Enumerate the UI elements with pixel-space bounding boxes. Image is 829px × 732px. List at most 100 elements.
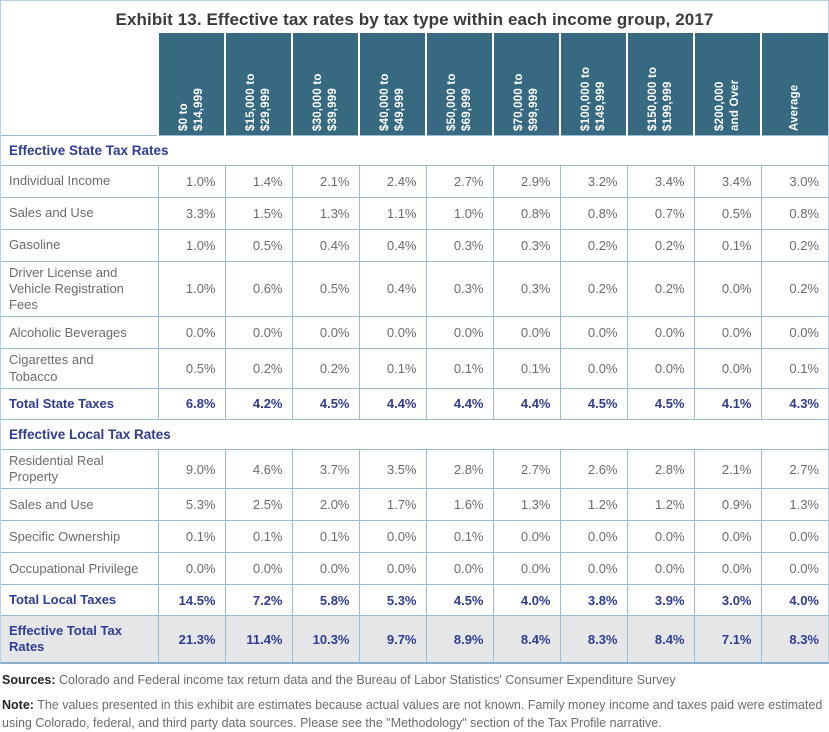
income-group-column-header: Average: [760, 33, 828, 135]
rate-cell: 0.0%: [492, 552, 561, 586]
rate-cell: 0.0%: [626, 520, 695, 554]
grand-total-cell: 9.7%: [358, 615, 427, 662]
total-rate-cell: 4.5%: [425, 584, 494, 617]
rate-cell: 0.0%: [157, 552, 226, 586]
grand-total-cell: 8.3%: [559, 615, 628, 662]
column-header-label: $0 to $14,999: [177, 87, 205, 131]
income-group-column-header: $100,000 to $149,999: [559, 33, 627, 135]
rate-cell: 2.7%: [492, 448, 561, 490]
table-row: Individual Income 1.0% 1.4% 2.1% 2.4% 2.7% 2.9…: [1, 164, 828, 198]
methodology-note: Note: The values presented in this exhib…: [2, 697, 825, 732]
total-rate-cell: 4.0%: [492, 584, 561, 617]
grand-total-cell: 7.1%: [693, 615, 762, 662]
table-corner: [1, 33, 158, 135]
rate-cell: 0.1%: [157, 520, 226, 554]
table-row: Occupational Privilege 0.0% 0.0% 0.0% 0.0% 0.…: [1, 552, 828, 586]
rate-cell: 0.2%: [760, 228, 828, 262]
rate-cell: 1.3%: [760, 488, 828, 522]
rate-cell: 1.3%: [492, 488, 561, 522]
rate-cell: 0.0%: [358, 316, 427, 350]
rate-cell: 0.8%: [492, 196, 561, 230]
sources-text: Colorado and Federal income tax return d…: [58, 672, 676, 687]
rate-cell: 0.2%: [760, 260, 828, 318]
table-row: Total Local Taxes 14.5% 7.2% 5.8% 5.3% 4.5% 4.…: [1, 584, 828, 617]
total-rate-cell: 7.2%: [224, 584, 293, 617]
income-group-column-header: $15,000 to $29,999: [224, 33, 292, 135]
tax-rates-table: $0 to $14,999 $15,000 to $29,999 $30,000 t…: [1, 33, 828, 662]
rate-cell: 0.0%: [693, 260, 762, 318]
rate-cell: 0.0%: [425, 552, 494, 586]
rate-cell: 0.5%: [291, 260, 360, 318]
income-group-column-header: $0 to $14,999: [157, 33, 225, 135]
table-row: Sales and Use 3.3% 1.5% 1.3% 1.1% 1.0% 0.8% 0.8…: [1, 196, 828, 230]
rate-cell: 3.0%: [760, 164, 828, 198]
total-rate-cell: 14.5%: [157, 584, 226, 617]
total-rate-cell: 3.9%: [626, 584, 695, 617]
rate-cell: 0.2%: [559, 260, 628, 318]
table-row: Cigarettes and Tobacco 0.5% 0.2% 0.2% 0.1% 0.…: [1, 348, 828, 389]
rate-cell: 0.0%: [693, 348, 762, 389]
rate-cell: 0.0%: [157, 316, 226, 350]
total-rate-cell: 4.4%: [425, 387, 494, 420]
rate-cell: 3.4%: [626, 164, 695, 198]
table-row: Sales and Use 5.3% 2.5% 2.0% 1.7% 1.6% 1.3% 1.2…: [1, 488, 828, 522]
grand-total-cell: 8.4%: [492, 615, 561, 662]
total-rate-cell: 4.0%: [760, 584, 828, 617]
rate-cell: 1.0%: [157, 228, 226, 262]
total-rate-cell: 4.3%: [760, 387, 828, 420]
rate-cell: 0.6%: [224, 260, 293, 318]
total-rate-cell: 3.0%: [693, 584, 762, 617]
rate-cell: 1.3%: [291, 196, 360, 230]
row-label: Specific Ownership: [1, 520, 159, 554]
grand-total-label: Effective Total Tax Rates: [1, 615, 159, 662]
exhibit-container: Exhibit 13. Effective tax rates by tax t…: [0, 0, 829, 664]
rate-cell: 0.0%: [559, 552, 628, 586]
rate-cell: 2.4%: [358, 164, 427, 198]
column-header-label: $50,000 to $69,999: [445, 73, 473, 131]
grand-total-cell: 8.9%: [425, 615, 494, 662]
rate-cell: 2.7%: [760, 448, 828, 490]
note-label: Note:: [2, 698, 34, 713]
total-row-label: Total Local Taxes: [1, 584, 159, 617]
row-label: Residential Real Property: [1, 448, 159, 490]
rate-cell: 2.5%: [224, 488, 293, 522]
rate-cell: 0.0%: [626, 552, 695, 586]
column-header-label: $150,000 to $199,999: [646, 66, 674, 131]
column-header-label: $40,000 to $49,999: [378, 73, 406, 131]
rate-cell: 0.1%: [224, 520, 293, 554]
column-header-label: Average: [788, 84, 801, 131]
table-head: $0 to $14,999 $15,000 to $29,999 $30,000 t…: [1, 33, 828, 135]
rate-cell: 0.2%: [559, 228, 628, 262]
row-label: Sales and Use: [1, 196, 159, 230]
rate-cell: 0.2%: [626, 260, 695, 318]
rate-cell: 0.1%: [760, 348, 828, 389]
total-rate-cell: 3.8%: [559, 584, 628, 617]
rate-cell: 0.0%: [291, 552, 360, 586]
row-label: Driver License and Vehicle Registration …: [1, 260, 159, 318]
rate-cell: 1.7%: [358, 488, 427, 522]
rate-cell: 2.1%: [693, 448, 762, 490]
row-label: Alcoholic Beverages: [1, 316, 159, 350]
rate-cell: 1.1%: [358, 196, 427, 230]
rate-cell: 0.3%: [425, 228, 494, 262]
rate-cell: 0.0%: [559, 316, 628, 350]
rate-cell: 0.0%: [693, 520, 762, 554]
row-label: Cigarettes and Tobacco: [1, 348, 159, 389]
total-rate-cell: 5.3%: [358, 584, 427, 617]
rate-cell: 0.0%: [559, 348, 628, 389]
total-rate-cell: 6.8%: [157, 387, 226, 420]
row-label: Gasoline: [1, 228, 159, 262]
table-row: Total State Taxes 6.8% 4.2% 4.5% 4.4% 4.4% 4.4…: [1, 387, 828, 420]
rate-cell: 0.2%: [224, 348, 293, 389]
rate-cell: 0.0%: [224, 316, 293, 350]
rate-cell: 2.0%: [291, 488, 360, 522]
rate-cell: 0.8%: [559, 196, 628, 230]
total-rate-cell: 4.5%: [291, 387, 360, 420]
column-header-label: $30,000 to $39,999: [311, 73, 339, 131]
rate-cell: 0.1%: [358, 348, 427, 389]
section-header: Effective Local Tax Rates: [1, 418, 828, 450]
rate-cell: 0.4%: [358, 260, 427, 318]
rate-cell: 0.0%: [760, 316, 828, 350]
table-body: Effective State Tax Rates Individual Inco…: [1, 134, 828, 662]
column-header-label: $200,000 and Over: [713, 79, 741, 131]
